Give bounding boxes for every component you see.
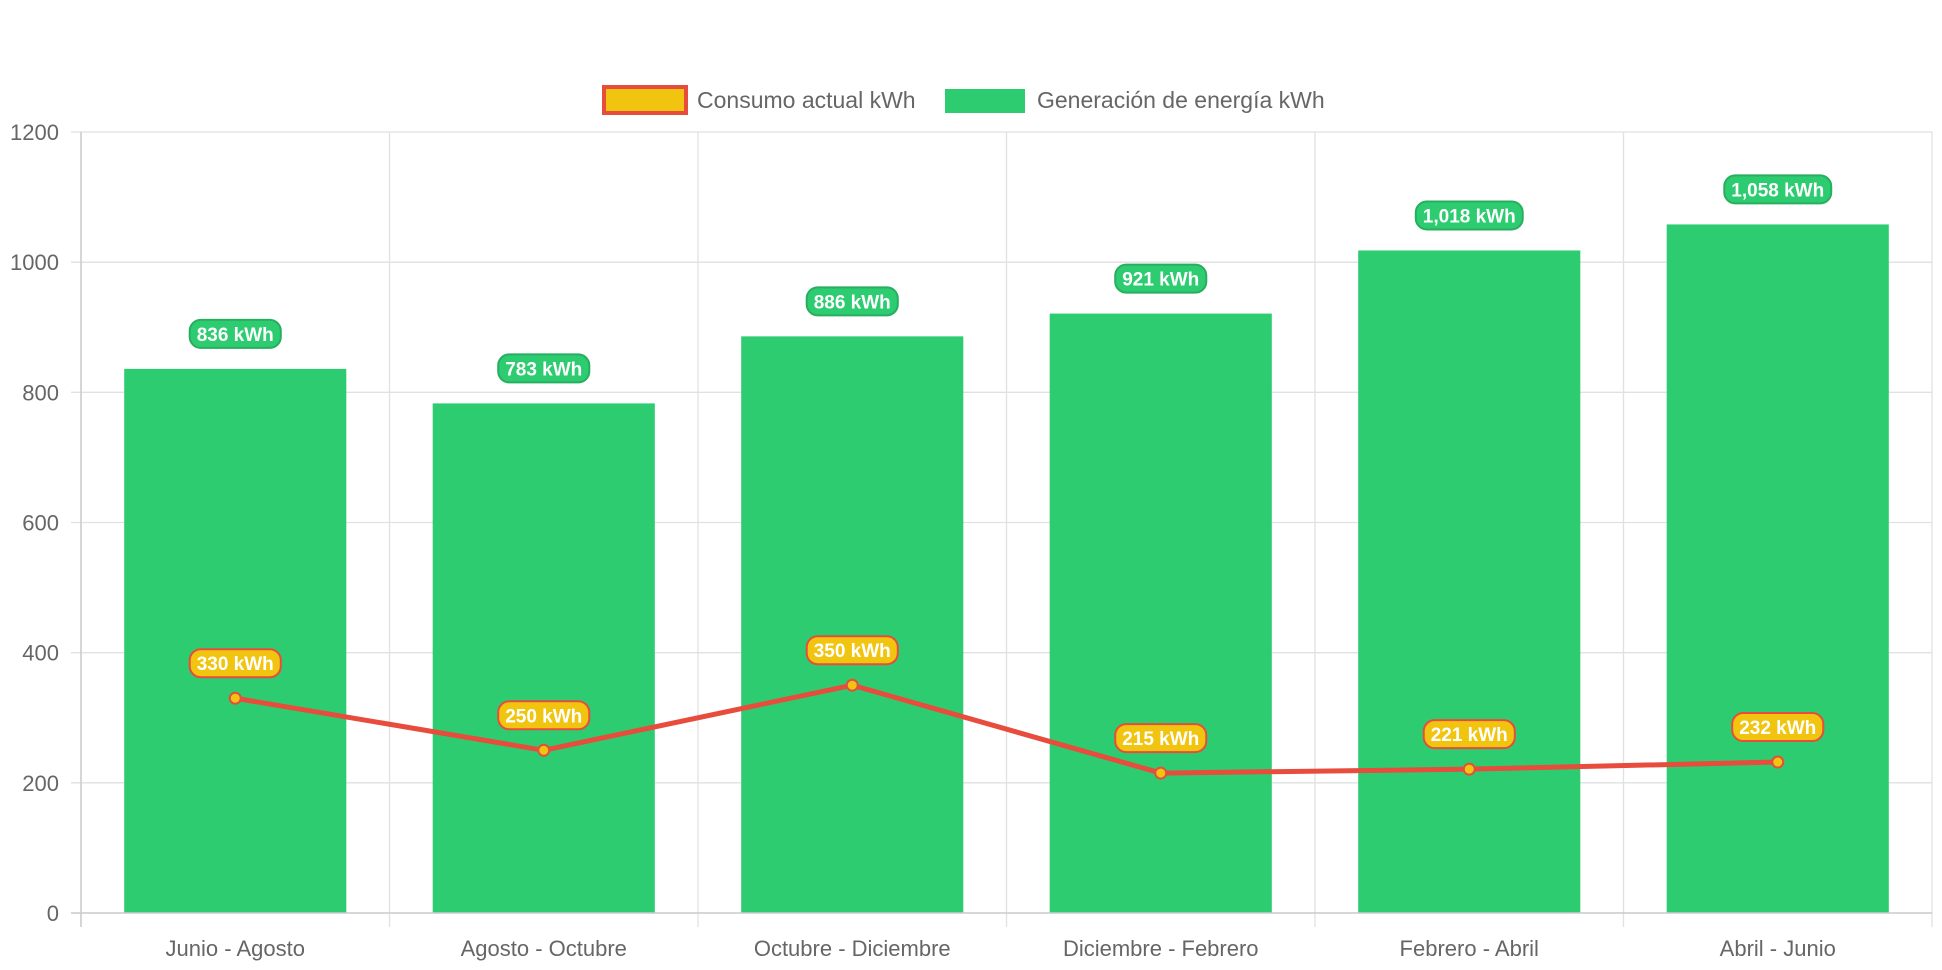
- y-tick-label: 400: [22, 641, 59, 666]
- data-labels: 836 kWh 783 kWh 886 kWh 921 kWh 1,018 kWh 1,0…: [188, 174, 1833, 754]
- point-value-label: 330 kWh: [188, 648, 282, 679]
- bar-value-label-box: [1723, 174, 1833, 205]
- bars: [124, 224, 1889, 913]
- y-tick-label: 1200: [10, 120, 59, 145]
- legend-label-generacion[interactable]: Generación de energía kWh: [1037, 87, 1325, 113]
- bar-generacion[interactable]: [1049, 313, 1272, 913]
- point-consumo[interactable]: [1462, 762, 1476, 776]
- y-tick-label: 0: [47, 901, 59, 926]
- point-consumo[interactable]: [845, 678, 859, 692]
- legend-swatch-generacion[interactable]: [945, 89, 1025, 113]
- point-value-label: 350 kWh: [805, 635, 899, 666]
- point-value-label-box: [1422, 719, 1516, 750]
- point-value-label: 221 kWh: [1422, 719, 1516, 750]
- bar-value-label-box: [805, 286, 899, 317]
- point-value-label-text: 350 kWh: [814, 641, 891, 662]
- x-tick-label: Febrero - Abril: [1400, 936, 1539, 961]
- bar-value-label-box: [1114, 263, 1208, 294]
- bar-generacion[interactable]: [741, 336, 964, 913]
- x-tick-label: Junio - Agosto: [166, 936, 305, 961]
- bar-value-label-box: [497, 353, 591, 384]
- bar-generacion[interactable]: [124, 368, 347, 913]
- legend-label-consumo[interactable]: Consumo actual kWh: [697, 87, 916, 113]
- point-value-label-text: 221 kWh: [1431, 725, 1508, 746]
- point-value-label: 215 kWh: [1114, 723, 1208, 754]
- legend-swatch-consumo[interactable]: [602, 85, 688, 115]
- bar-value-label-box: [1414, 200, 1524, 231]
- bar-value-label-box: [188, 318, 282, 349]
- bar-value-label: 1,058 kWh: [1723, 174, 1833, 205]
- point-consumo[interactable]: [228, 691, 242, 705]
- bar-value-label: 921 kWh: [1114, 263, 1208, 294]
- grid: [71, 131, 1933, 927]
- x-tick-label: Abril - Junio: [1720, 936, 1836, 961]
- bar-generacion[interactable]: [432, 403, 655, 913]
- y-tick-label: 200: [22, 771, 59, 796]
- bar-value-label-text: 1,058 kWh: [1731, 180, 1824, 201]
- point-consumo[interactable]: [1771, 755, 1785, 769]
- line-consumo: [234, 682, 1778, 776]
- bar-value-label: 783 kWh: [497, 353, 591, 384]
- x-tick-label: Diciembre - Febrero: [1063, 936, 1259, 961]
- point-value-label-text: 232 kWh: [1739, 718, 1816, 739]
- point-value-label-box: [497, 700, 591, 731]
- point-value-label-box: [1731, 712, 1825, 743]
- point-value-label-text: 330 kWh: [197, 654, 274, 675]
- y-tick-label: 1000: [10, 250, 59, 275]
- y-tick-label: 600: [22, 511, 59, 536]
- point-value-label-box: [805, 635, 899, 666]
- point-value-label-text: 250 kWh: [505, 706, 582, 727]
- axes: 0 200 400 600 800 1000 1200 Junio - Agosto Agost…: [10, 120, 1932, 961]
- point-consumo[interactable]: [1154, 766, 1168, 780]
- bar-value-label-text: 921 kWh: [1122, 270, 1199, 291]
- bar-value-label: 1,018 kWh: [1414, 200, 1524, 231]
- bar-value-label: 886 kWh: [805, 286, 899, 317]
- point-consumo[interactable]: [537, 743, 551, 757]
- bar-value-label-text: 886 kWh: [814, 292, 891, 313]
- bar-generacion[interactable]: [1358, 250, 1581, 913]
- point-value-label-box: [1114, 723, 1208, 754]
- legend[interactable]: Consumo actual kWh Generación de energía…: [602, 85, 1325, 115]
- point-value-label-text: 215 kWh: [1122, 729, 1199, 750]
- bar-value-label-text: 1,018 kWh: [1423, 206, 1516, 227]
- bar-generacion[interactable]: [1666, 224, 1889, 913]
- bar-value-label-text: 836 kWh: [197, 325, 274, 346]
- bar-value-label: 836 kWh: [188, 318, 282, 349]
- point-value-label: 232 kWh: [1731, 712, 1825, 743]
- line-layer: [228, 678, 1785, 780]
- point-value-label: 250 kWh: [497, 700, 591, 731]
- x-tick-label: Agosto - Octubre: [461, 936, 627, 961]
- bar-value-label-text: 783 kWh: [505, 359, 582, 380]
- y-tick-label: 800: [22, 380, 59, 405]
- x-tick-label: Octubre - Diciembre: [754, 936, 951, 961]
- point-value-label-box: [188, 648, 282, 679]
